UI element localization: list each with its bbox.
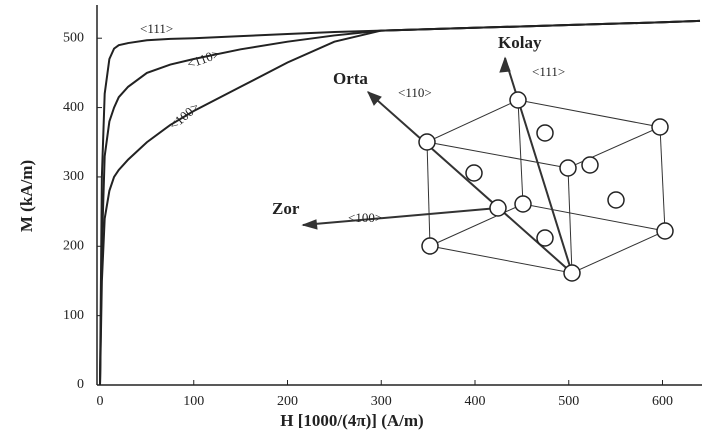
y-tick-label: 200	[63, 239, 84, 254]
y-tick-label: 500	[63, 30, 84, 45]
x-tick-label: 200	[277, 394, 298, 409]
annotation: <110>	[398, 85, 432, 100]
x-tick-label: 600	[652, 394, 673, 409]
x-tick-label: 400	[465, 394, 486, 409]
y-tick-label: 100	[63, 308, 84, 323]
arrow-hard	[303, 208, 498, 225]
arrowhead	[303, 220, 317, 229]
x-axis-label: H [1000/(4π)] (A/m)	[280, 411, 423, 430]
arrowhead	[500, 58, 510, 72]
annotation: <111>	[532, 64, 565, 79]
cube-edge	[427, 142, 430, 246]
chart: H [1000/(4π)] (A/m) M (kA/m) Kolay <111>…	[0, 0, 704, 439]
y-tick-label: 0	[77, 377, 84, 392]
annotation: Kolay	[498, 33, 542, 52]
annotation: <100>	[348, 210, 382, 225]
y-axis-label: M (kA/m)	[17, 160, 36, 232]
x-tick-label: 500	[558, 394, 579, 409]
y-tick-label: 400	[63, 100, 84, 115]
x-tick-label: 300	[371, 394, 392, 409]
crystal-diagram	[303, 58, 673, 281]
annotation: Orta	[333, 69, 368, 88]
annotation: Zor	[272, 199, 300, 218]
cube-edge	[568, 168, 572, 273]
x-tick-label: 0	[97, 394, 104, 409]
curve-label: <111>	[140, 21, 173, 36]
cube-edge	[660, 127, 665, 231]
x-tick-label: 100	[183, 394, 204, 409]
y-tick-label: 300	[63, 169, 84, 184]
